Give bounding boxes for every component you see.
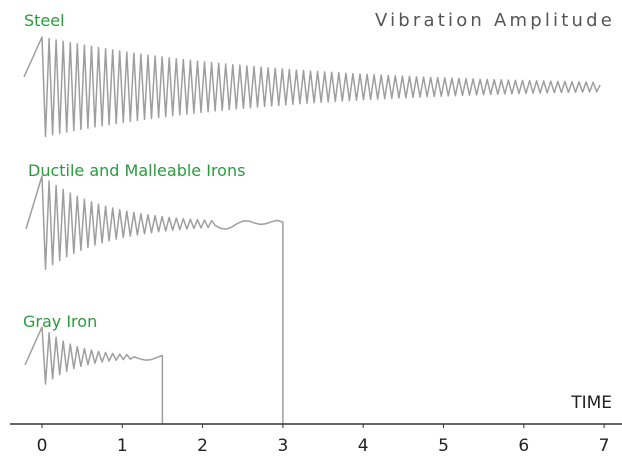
chart-title: Vibration Amplitude <box>375 10 615 31</box>
series-label-steel: Steel <box>24 11 65 30</box>
x-tick-label: 1 <box>117 436 128 456</box>
x-tick-label: 3 <box>277 436 288 456</box>
series-label-ductile-malleable-irons: Ductile and Malleable Irons <box>28 161 245 180</box>
x-tick-label: 4 <box>358 436 369 456</box>
waveform-steel <box>23 36 601 138</box>
x-axis-ticks: 0 1 2 3 4 5 6 7 <box>37 424 610 456</box>
x-tick-label: 7 <box>599 436 610 456</box>
waveform-ductile-and-malleable-irons <box>25 175 284 424</box>
series-label-gray-iron: Gray Iron <box>23 312 97 331</box>
x-tick-label: 6 <box>518 436 529 456</box>
waveform-gray-iron <box>24 326 164 424</box>
x-axis-label: TIME <box>570 393 612 413</box>
x-tick-label: 5 <box>438 436 449 456</box>
x-tick-label: 0 <box>37 436 48 456</box>
waveform-group <box>23 36 601 424</box>
x-tick-label: 2 <box>197 436 208 456</box>
